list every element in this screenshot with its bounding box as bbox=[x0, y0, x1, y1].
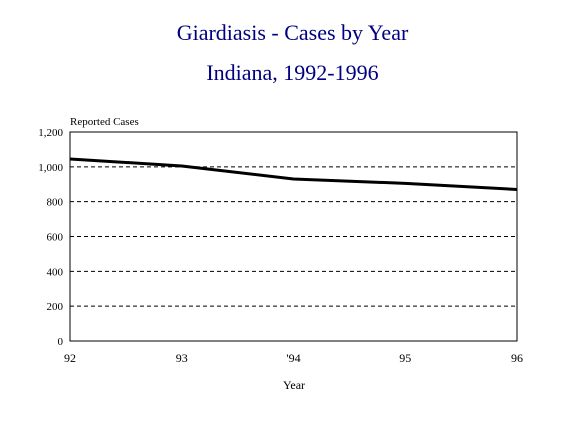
y-axis-label: Reported Cases bbox=[70, 116, 139, 128]
x-tick-label: 93 bbox=[176, 351, 188, 365]
y-tick-label: 1,200 bbox=[38, 127, 63, 139]
y-tick-label: 0 bbox=[58, 336, 64, 348]
x-axis-label: Year bbox=[283, 378, 305, 392]
x-tick-label: 92 bbox=[64, 351, 76, 365]
y-tick-label: 400 bbox=[47, 266, 64, 278]
y-tick-label: 1,000 bbox=[38, 162, 63, 174]
x-tick-label: '94 bbox=[286, 351, 300, 365]
gridlines bbox=[70, 166, 517, 307]
x-tick-labels: 92 93 '94 95 96 bbox=[64, 351, 523, 365]
x-tick-label: 95 bbox=[399, 351, 411, 365]
x-tick-label: 96 bbox=[511, 351, 523, 365]
plot-frame bbox=[69, 131, 518, 342]
chart-title: Giardiasis - Cases by Year bbox=[176, 20, 409, 45]
y-tick-label: 600 bbox=[47, 232, 64, 244]
y-tick-label: 200 bbox=[47, 301, 64, 313]
y-tick-label: 800 bbox=[47, 197, 64, 209]
chart-subtitle: Indiana, 1992-1996 bbox=[206, 60, 379, 85]
series-line bbox=[69, 157, 518, 191]
y-tick-labels: 0 200 400 600 800 1,000 1,200 bbox=[38, 127, 63, 348]
